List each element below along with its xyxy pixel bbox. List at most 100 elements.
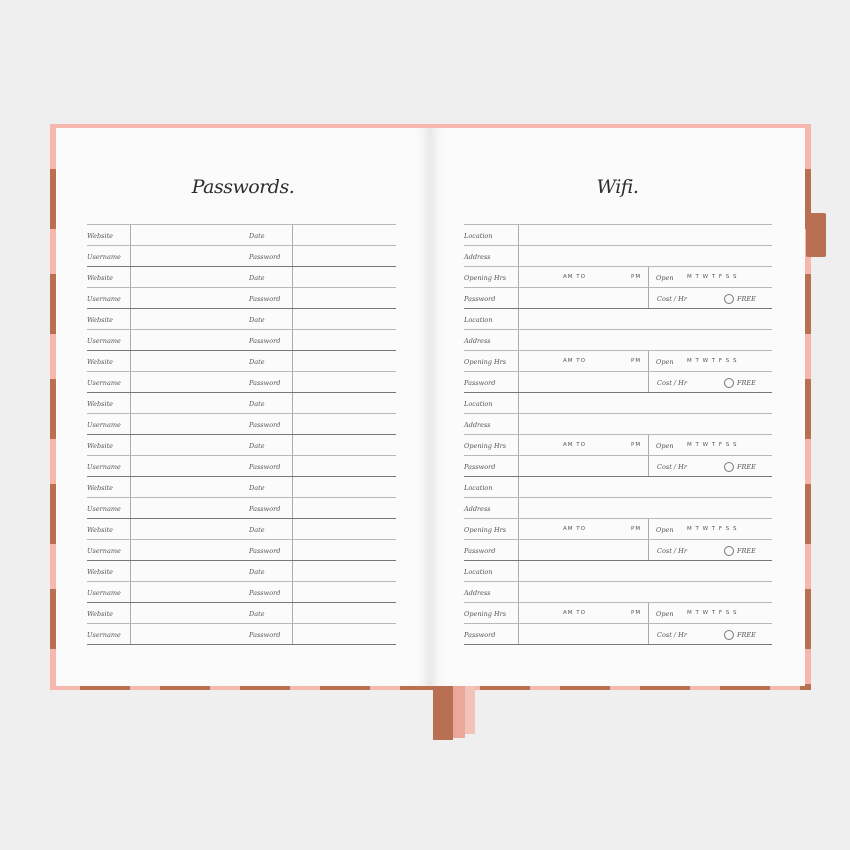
username-label: Username xyxy=(87,547,121,555)
divider xyxy=(292,624,293,644)
website-label: Website xyxy=(87,526,114,534)
password-label: Password xyxy=(249,631,281,639)
table-row[interactable]: Website Date xyxy=(87,518,396,539)
free-checkbox[interactable] xyxy=(724,378,734,388)
free-checkbox[interactable] xyxy=(724,546,734,556)
table-row[interactable]: Address xyxy=(464,245,772,266)
table-row[interactable]: Website Date xyxy=(87,392,396,413)
table-row[interactable]: Password Cost / Hr FREE xyxy=(464,539,772,560)
free-checkbox[interactable] xyxy=(724,294,734,304)
username-label: Username xyxy=(87,253,121,261)
password-label: Password xyxy=(464,547,496,555)
days: M T W T F S S xyxy=(687,610,738,616)
divider xyxy=(648,288,649,308)
date-label: Date xyxy=(249,442,265,450)
table-row[interactable]: Website Date xyxy=(87,476,396,497)
divider xyxy=(130,372,131,392)
address-label: Address xyxy=(464,589,491,597)
divider xyxy=(292,225,293,245)
table-row[interactable]: Website Date xyxy=(87,602,396,623)
table-row[interactable]: Username Password xyxy=(87,497,396,518)
table-row[interactable]: Website Date xyxy=(87,224,396,245)
table-row[interactable]: Location xyxy=(464,476,772,497)
divider xyxy=(518,603,519,623)
ribbon-bookmark[interactable] xyxy=(453,686,465,738)
table-row[interactable]: Opening Hrs AM TO PM Open M T W T F S S xyxy=(464,434,772,455)
website-label: Website xyxy=(87,316,114,324)
pm: PM xyxy=(631,274,642,280)
table-row[interactable]: Address xyxy=(464,497,772,518)
divider xyxy=(130,393,131,413)
date-label: Date xyxy=(249,316,265,324)
table-row[interactable]: Location xyxy=(464,392,772,413)
divider xyxy=(130,225,131,245)
wifi-table: Location Address Opening Hrs AM TO PM Open M T… xyxy=(464,224,772,645)
divider xyxy=(130,582,131,602)
password-label: Password xyxy=(249,253,281,261)
ribbon-bookmark[interactable] xyxy=(465,686,475,734)
page-tab[interactable] xyxy=(806,213,826,257)
table-row[interactable]: Password Cost / Hr FREE xyxy=(464,371,772,392)
table-row[interactable]: Opening Hrs AM TO PM Open M T W T F S S xyxy=(464,518,772,539)
table-row[interactable]: Website Date xyxy=(87,560,396,581)
table-row[interactable]: Location xyxy=(464,560,772,581)
address-label: Address xyxy=(464,337,491,345)
days: M T W T F S S xyxy=(687,526,738,532)
right-page: Wifi. Location Address Opening Hrs AM TO PM O… xyxy=(430,128,805,686)
divider xyxy=(518,582,519,602)
free-checkbox[interactable] xyxy=(724,462,734,472)
am-to: AM TO xyxy=(563,526,586,532)
password-label: Password xyxy=(249,337,281,345)
password-label: Password xyxy=(249,463,281,471)
divider xyxy=(292,330,293,350)
divider xyxy=(292,540,293,560)
username-label: Username xyxy=(87,295,121,303)
cost-label: Cost / Hr xyxy=(657,547,687,555)
free-label: FREE xyxy=(737,547,756,555)
table-row[interactable]: Website Date xyxy=(87,350,396,371)
table-row[interactable]: Address xyxy=(464,581,772,602)
divider xyxy=(292,603,293,623)
table-row[interactable]: Opening Hrs AM TO PM Open M T W T F S S xyxy=(464,266,772,287)
table-row[interactable]: Location xyxy=(464,308,772,329)
password-label: Password xyxy=(249,295,281,303)
username-label: Username xyxy=(87,337,121,345)
table-row[interactable]: Username Password xyxy=(87,287,396,308)
table-row[interactable]: Username Password xyxy=(87,581,396,602)
password-label: Password xyxy=(464,463,496,471)
table-row[interactable]: Username Password xyxy=(87,329,396,350)
divider xyxy=(292,393,293,413)
divider xyxy=(130,519,131,539)
table-row[interactable]: Username Password xyxy=(87,245,396,266)
table-row[interactable]: Username Password xyxy=(87,455,396,476)
divider xyxy=(518,351,519,371)
cost-label: Cost / Hr xyxy=(657,295,687,303)
table-row[interactable]: Username Password xyxy=(87,539,396,560)
opening-hrs-label: Opening Hrs xyxy=(464,610,507,618)
password-label: Password xyxy=(464,379,496,387)
password-label: Password xyxy=(249,547,281,555)
table-row[interactable]: Opening Hrs AM TO PM Open M T W T F S S xyxy=(464,602,772,623)
date-label: Date xyxy=(249,400,265,408)
table-row[interactable]: Username Password xyxy=(87,371,396,392)
divider xyxy=(518,225,519,245)
table-row[interactable]: Address xyxy=(464,329,772,350)
table-row[interactable]: Username Password xyxy=(87,623,396,644)
table-row[interactable]: Username Password xyxy=(87,413,396,434)
table-row[interactable]: Website Date xyxy=(87,434,396,455)
table-row[interactable]: Opening Hrs AM TO PM Open M T W T F S S xyxy=(464,350,772,371)
open-label: Open xyxy=(656,442,674,450)
ribbon-bookmark[interactable] xyxy=(433,686,453,740)
table-row[interactable]: Location xyxy=(464,224,772,245)
website-label: Website xyxy=(87,232,114,240)
table-row[interactable]: Password Cost / Hr FREE xyxy=(464,455,772,476)
table-row[interactable]: Website Date xyxy=(87,308,396,329)
table-row[interactable]: Website Date xyxy=(87,266,396,287)
table-row[interactable]: Address xyxy=(464,413,772,434)
divider xyxy=(292,477,293,497)
free-checkbox[interactable] xyxy=(724,630,734,640)
divider xyxy=(518,414,519,434)
table-row[interactable]: Password Cost / Hr FREE xyxy=(464,623,772,644)
date-label: Date xyxy=(249,568,265,576)
table-row[interactable]: Password Cost / Hr FREE xyxy=(464,287,772,308)
